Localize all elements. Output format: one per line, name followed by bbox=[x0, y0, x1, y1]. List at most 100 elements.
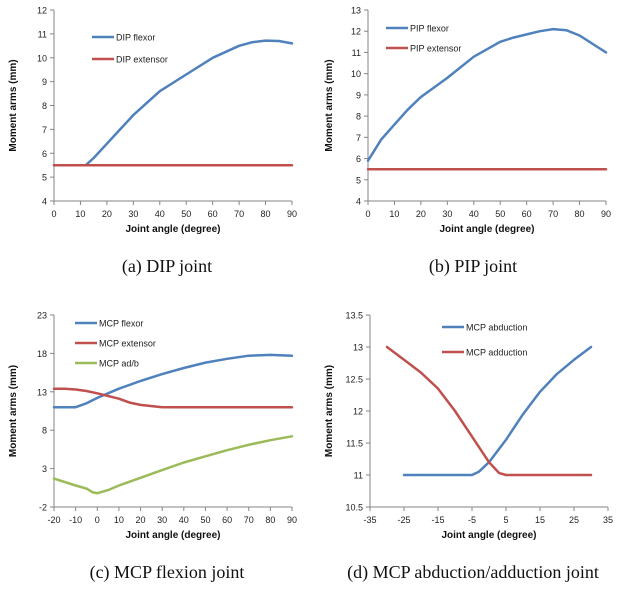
series-line bbox=[52, 353, 294, 409]
y-axis-label: Moment arms (mm) bbox=[8, 59, 19, 151]
x-tick-label: 80 bbox=[261, 209, 271, 219]
y-tick-label: 9 bbox=[42, 77, 47, 87]
x-tick-label: 30 bbox=[128, 209, 138, 219]
legend-label: MCP adduction bbox=[466, 348, 527, 358]
x-tick-label: 0 bbox=[51, 209, 56, 219]
x-axis-label: Joint angle (degree) bbox=[441, 530, 536, 540]
y-tick-label: 9 bbox=[356, 90, 361, 100]
x-tick-label: 60 bbox=[208, 209, 218, 219]
x-tick-label: 10 bbox=[389, 209, 399, 219]
x-tick-label: 10 bbox=[75, 209, 85, 219]
x-tick-label: 80 bbox=[265, 515, 275, 525]
chart-panel-d: 10.5 11 11.5 12 12.5 13 13.5 -35 -25 -15 -5 5 15 25 35… bbox=[316, 300, 629, 542]
x-tick-label: 50 bbox=[200, 515, 210, 525]
x-tick-label: 50 bbox=[495, 209, 505, 219]
series-line bbox=[385, 345, 593, 477]
y-tick-label: 12 bbox=[351, 27, 361, 37]
y-tick-label: 13 bbox=[351, 6, 361, 16]
y-tick-label: 13 bbox=[37, 387, 47, 397]
series-line bbox=[366, 27, 608, 162]
x-tick-label: 70 bbox=[234, 209, 244, 219]
y-tick-label: 10.5 bbox=[345, 503, 363, 513]
x-tick-label: 90 bbox=[287, 209, 297, 219]
x-tick-label: 70 bbox=[244, 515, 254, 525]
y-tick-label: 10 bbox=[351, 69, 361, 79]
x-tick-label: 50 bbox=[181, 209, 191, 219]
x-tick-label: 10 bbox=[114, 515, 124, 525]
x-tick-label: -25 bbox=[397, 515, 410, 525]
y-tick-label: 13 bbox=[353, 343, 363, 353]
y-tick-label: 12 bbox=[353, 407, 363, 417]
y-tick-label: 5 bbox=[356, 175, 361, 185]
y-tick-label: 6 bbox=[42, 149, 47, 159]
x-tick-label: 30 bbox=[157, 515, 167, 525]
y-tick-label: 18 bbox=[37, 349, 47, 359]
x-tick-label: 30 bbox=[442, 209, 452, 219]
y-tick-label: -2 bbox=[39, 503, 47, 513]
y-tick-label: 7 bbox=[356, 133, 361, 143]
y-tick-label: 8 bbox=[42, 426, 47, 436]
legend-label: PIP flexor bbox=[410, 24, 449, 34]
chart-b: 4 5 6 7 8 9 10 11 12 13 0 10 20 30 40 50 60 70 80 90 Joint a… bbox=[324, 6, 611, 236]
legend-label: DIP extensor bbox=[116, 55, 168, 65]
x-tick-label: -20 bbox=[47, 515, 60, 525]
x-tick-label: 20 bbox=[102, 209, 112, 219]
series-line bbox=[52, 387, 294, 409]
x-tick-label: 40 bbox=[469, 209, 479, 219]
y-tick-label: 11 bbox=[38, 29, 47, 39]
x-tick-label: 70 bbox=[548, 209, 558, 219]
x-tick-label: 60 bbox=[522, 209, 532, 219]
x-axis-label: Joint angle (degree) bbox=[125, 530, 220, 540]
y-tick-label: 6 bbox=[356, 154, 361, 164]
x-axis-label: Joint angle (degree) bbox=[439, 224, 534, 235]
y-tick-label: 13.5 bbox=[345, 311, 363, 321]
x-tick-label: -35 bbox=[363, 515, 376, 525]
x-tick-label: 60 bbox=[222, 515, 232, 525]
x-tick-label: 20 bbox=[416, 209, 426, 219]
x-tick-label: 15 bbox=[535, 515, 545, 525]
x-tick-label: 5 bbox=[503, 515, 508, 525]
legend-label: MCP flexor bbox=[99, 319, 143, 329]
y-tick-label: 4 bbox=[42, 197, 47, 207]
caption-c: (c) MCP flexion joint bbox=[89, 562, 245, 582]
chart-panel-c: -2 3 8 13 18 23 -20 -10 0 10 20 30 40 50 60 70 80 90 Joint… bbox=[0, 300, 310, 542]
x-tick-label: 0 bbox=[365, 209, 370, 219]
caption-a: (a) DIP joint bbox=[121, 256, 213, 276]
y-tick-label: 10 bbox=[37, 53, 47, 63]
x-tick-label: -10 bbox=[69, 515, 82, 525]
y-tick-label: 3 bbox=[42, 464, 47, 474]
chart-d: 10.5 11 11.5 12 12.5 13 13.5 -35 -25 -15 -5 5 15 25 35… bbox=[324, 311, 613, 542]
legend-label: PIP extensor bbox=[410, 44, 461, 54]
x-tick-label: 40 bbox=[155, 209, 165, 219]
y-tick-label: 11.5 bbox=[346, 439, 363, 449]
chart-c: -2 3 8 13 18 23 -20 -10 0 10 20 30 40 50 60 70 80 90 Joint… bbox=[8, 311, 297, 542]
y-tick-label: 11 bbox=[354, 471, 363, 481]
caption-d: (d) MCP abduction/adduction joint bbox=[347, 562, 599, 582]
y-tick-label: 12.5 bbox=[345, 375, 363, 385]
series-line bbox=[52, 39, 294, 167]
y-tick-label: 7 bbox=[42, 125, 47, 135]
x-tick-label: 25 bbox=[569, 515, 579, 525]
legend-label: MCP extensor bbox=[99, 339, 156, 349]
x-axis-label: Joint angle (degree) bbox=[125, 224, 220, 235]
chart-panel-a: 4 5 6 7 8 9 10 11 12 0 10 20 30 40 50 60 70 80 90 Joint ang… bbox=[0, 0, 310, 250]
y-axis-label: Moment arms (mm) bbox=[8, 365, 19, 457]
x-tick-label: 90 bbox=[287, 515, 297, 525]
caption-b: (b) PIP joint bbox=[428, 256, 518, 276]
legend-label: MCP abduction bbox=[466, 323, 527, 333]
y-axis-label: Moment arms (mm) bbox=[324, 59, 335, 151]
y-tick-label: 8 bbox=[42, 101, 47, 111]
y-tick-label: 12 bbox=[37, 6, 47, 16]
x-tick-label: 90 bbox=[601, 209, 611, 219]
y-tick-label: 5 bbox=[42, 173, 47, 183]
series-line bbox=[402, 345, 593, 477]
legend-label: DIP flexor bbox=[116, 33, 155, 43]
chart-a: 4 5 6 7 8 9 10 11 12 0 10 20 30 40 50 60 70 80 90 Joint ang… bbox=[8, 6, 297, 236]
y-axis-label: Moment arms (mm) bbox=[324, 365, 335, 457]
x-tick-label: 0 bbox=[95, 515, 100, 525]
y-tick-label: 4 bbox=[356, 197, 361, 207]
x-tick-label: -15 bbox=[431, 515, 444, 525]
y-tick-label: 23 bbox=[37, 311, 47, 321]
legend-label: MCP ad/b bbox=[99, 359, 139, 369]
series-line bbox=[52, 435, 294, 495]
